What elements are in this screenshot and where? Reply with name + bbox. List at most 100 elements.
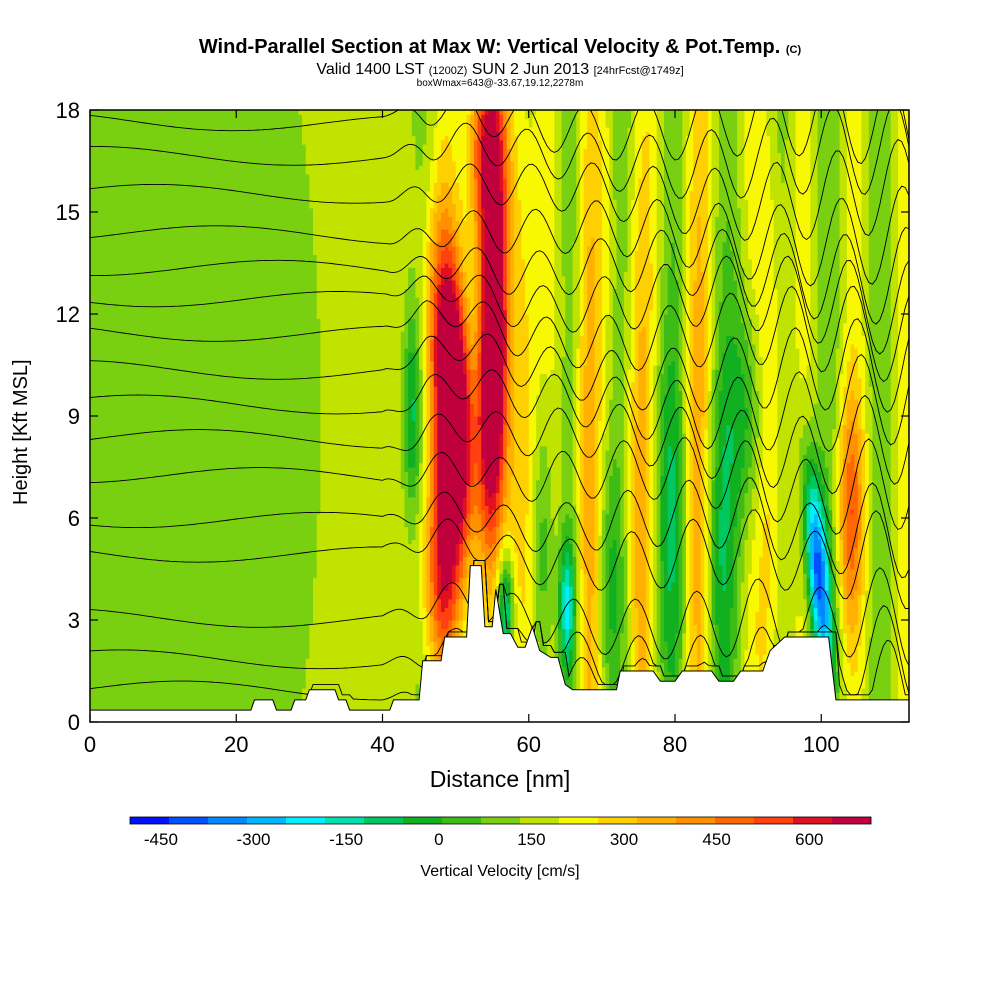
velocity-cell xyxy=(462,220,468,273)
velocity-cell xyxy=(411,318,417,353)
velocity-cell xyxy=(806,462,811,485)
velocity-cell xyxy=(543,110,548,375)
velocity-cell xyxy=(737,492,742,557)
velocity-cell xyxy=(400,488,406,722)
velocity-cell xyxy=(561,275,566,358)
velocity-cell xyxy=(444,607,449,630)
colorbar: -450 -300 -150 0 150 300 450 600 xyxy=(129,816,872,849)
velocity-cell xyxy=(561,356,566,523)
velocity-cell xyxy=(612,458,618,540)
velocity-cell xyxy=(850,343,855,392)
velocity-cell xyxy=(481,530,486,553)
velocity-cell xyxy=(430,207,435,243)
velocity-cell xyxy=(488,110,493,498)
velocity-cell xyxy=(850,420,855,455)
velocity-cell xyxy=(499,573,504,583)
velocity-cell xyxy=(839,628,844,702)
velocity-cell xyxy=(462,318,468,336)
velocity-cell xyxy=(744,428,749,494)
velocity-cell xyxy=(828,547,833,574)
velocity-cell xyxy=(857,539,863,596)
y-tick-label: 15 xyxy=(56,200,80,225)
velocity-cell xyxy=(430,641,435,672)
velocity-cell xyxy=(755,110,760,315)
velocity-cell xyxy=(817,471,822,489)
velocity-cell xyxy=(506,445,512,506)
velocity-cell xyxy=(514,135,519,553)
velocity-cell xyxy=(433,386,438,596)
velocity-cell xyxy=(441,590,446,613)
velocity-cell xyxy=(598,110,603,141)
velocity-cell xyxy=(715,624,720,722)
velocity-cell xyxy=(846,594,852,625)
velocity-cell xyxy=(857,377,863,430)
velocity-cell xyxy=(536,479,541,642)
chart-subtitle: Valid 1400 LST (1200Z) SUN 2 Jun 2013 [2… xyxy=(0,61,1000,79)
velocity-cell xyxy=(740,467,746,519)
velocity-cell xyxy=(865,433,870,591)
velocity-cell xyxy=(389,110,395,722)
velocity-cell xyxy=(883,110,888,722)
velocity-cell xyxy=(543,373,548,447)
velocity-cell xyxy=(568,564,574,587)
velocity-cell xyxy=(473,331,479,370)
velocity-cell xyxy=(459,288,464,307)
velocity-cell xyxy=(375,110,380,722)
velocity-cell xyxy=(656,365,661,672)
y-axis-label: Height [Kft MSL] xyxy=(10,359,32,505)
velocity-cell xyxy=(430,615,435,642)
velocity-cell xyxy=(634,424,640,608)
velocity-cell xyxy=(364,110,369,722)
velocity-cell xyxy=(499,505,504,523)
velocity-cell xyxy=(419,165,424,370)
velocity-cell xyxy=(503,535,508,549)
colorbar-swatch xyxy=(598,817,638,824)
velocity-cell xyxy=(861,428,866,596)
velocity-cell xyxy=(503,522,508,536)
velocity-cell xyxy=(759,556,764,676)
velocity-cell xyxy=(510,560,515,579)
x-tick-label: 40 xyxy=(370,732,394,757)
velocity-cell xyxy=(484,114,490,489)
velocity-cell xyxy=(642,110,647,137)
velocity-cell xyxy=(806,505,811,553)
velocity-cell xyxy=(832,110,837,430)
velocity-cell xyxy=(473,369,479,417)
velocity-cell xyxy=(693,110,698,281)
velocity-cell xyxy=(583,110,588,149)
velocity-cell xyxy=(426,496,431,613)
velocity-cell xyxy=(755,314,760,392)
velocity-cell xyxy=(846,399,852,430)
velocity-cell xyxy=(660,110,665,268)
velocity-cell xyxy=(854,348,859,400)
velocity-cell xyxy=(426,611,431,647)
forecast-info: [24hrFcst@1749z] xyxy=(593,65,684,77)
y-tick-label: 0 xyxy=(68,710,80,735)
velocity-cell xyxy=(667,365,672,447)
velocity-cell xyxy=(408,318,413,353)
velocity-cell xyxy=(737,356,742,494)
velocity-cell xyxy=(441,212,446,230)
velocity-cell xyxy=(499,539,504,549)
velocity-cell xyxy=(824,505,830,532)
velocity-cell xyxy=(426,110,431,192)
velocity-cell xyxy=(715,216,720,370)
velocity-cell xyxy=(784,139,789,722)
velocity-cell xyxy=(583,148,588,366)
velocity-cell xyxy=(459,598,464,621)
velocity-cell xyxy=(503,577,508,591)
velocity-cell xyxy=(601,110,607,434)
velocity-cell xyxy=(898,110,903,722)
velocity-cell xyxy=(367,110,373,722)
velocity-cell xyxy=(748,467,753,515)
velocity-cell xyxy=(422,518,427,608)
velocity-cell xyxy=(890,110,895,722)
velocity-cell xyxy=(726,539,731,685)
velocity-cell xyxy=(879,110,885,722)
isentrope-line xyxy=(90,285,909,383)
velocity-cell xyxy=(415,475,420,515)
velocity-cell xyxy=(572,505,577,557)
velocity-cell xyxy=(634,607,640,722)
velocity-cell xyxy=(492,543,497,562)
velocity-cell xyxy=(353,110,358,722)
